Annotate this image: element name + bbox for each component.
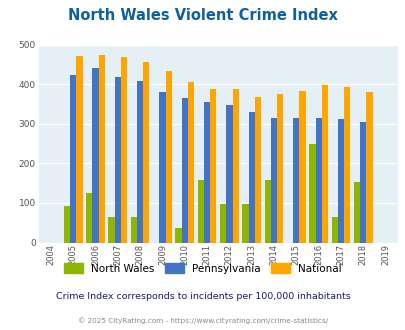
Bar [343, 86, 350, 243]
Bar [331, 217, 337, 243]
Bar [321, 85, 327, 243]
Bar [232, 89, 238, 243]
Bar [121, 57, 127, 243]
Bar [210, 89, 216, 243]
Bar [114, 77, 121, 243]
Bar [108, 217, 114, 243]
Bar [98, 55, 104, 243]
Bar [365, 92, 372, 243]
Bar [86, 193, 92, 243]
Bar [254, 97, 260, 243]
Bar [76, 56, 82, 243]
Bar [270, 118, 277, 243]
Bar [337, 119, 343, 243]
Text: North Wales Violent Crime Index: North Wales Violent Crime Index [68, 8, 337, 23]
Text: © 2025 CityRating.com - https://www.cityrating.com/crime-statistics/: © 2025 CityRating.com - https://www.city… [78, 317, 327, 324]
Bar [242, 204, 248, 243]
Bar [64, 206, 70, 243]
Bar [181, 98, 188, 243]
Bar [292, 118, 299, 243]
Bar [143, 62, 149, 243]
Bar [70, 75, 76, 243]
Bar [136, 81, 143, 243]
Bar [188, 82, 194, 243]
Legend: North Wales, Pennsylvania, National: North Wales, Pennsylvania, National [64, 263, 341, 274]
Bar [220, 204, 226, 243]
Bar [203, 102, 210, 243]
Bar [248, 112, 254, 243]
Bar [315, 118, 321, 243]
Bar [359, 122, 365, 243]
Bar [92, 68, 98, 243]
Bar [197, 180, 203, 243]
Bar [264, 181, 270, 243]
Bar [309, 144, 315, 243]
Bar [165, 72, 171, 243]
Bar [130, 217, 136, 243]
Bar [226, 105, 232, 243]
Bar [175, 227, 181, 243]
Bar [299, 91, 305, 243]
Bar [353, 182, 359, 243]
Bar [159, 92, 165, 243]
Text: Crime Index corresponds to incidents per 100,000 inhabitants: Crime Index corresponds to incidents per… [55, 292, 350, 301]
Bar [277, 94, 283, 243]
